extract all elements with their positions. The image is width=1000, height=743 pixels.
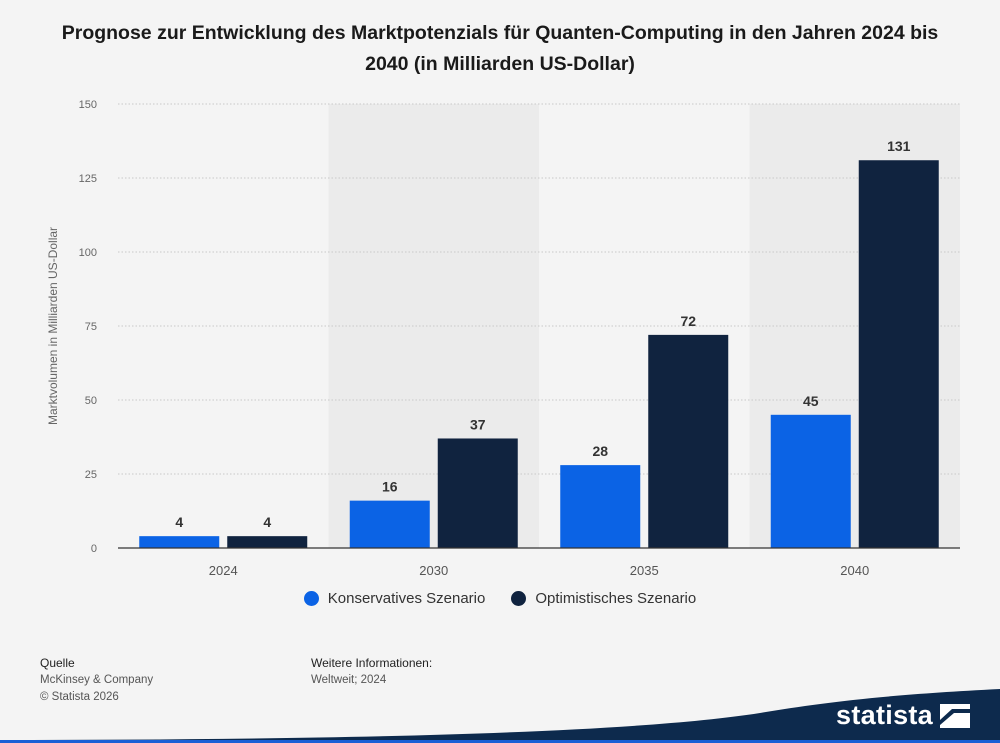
data-label: 45 [803, 393, 819, 409]
bar-konservativ [770, 414, 851, 548]
legend-item-optimistisch[interactable]: Optimistisches Szenario [511, 590, 696, 607]
source-block: Quelle McKinsey & Company © Statista 202… [40, 655, 153, 706]
y-tick-label: 50 [85, 395, 97, 407]
data-label: 72 [680, 313, 696, 329]
data-label: 16 [382, 479, 398, 495]
copyright-text: © Statista 2026 [40, 691, 119, 703]
x-tick-label: 2035 [630, 563, 659, 578]
statista-logo-icon [940, 703, 970, 728]
y-axis-title: Marktvolumen in Milliarden US-Dollar [46, 227, 60, 425]
y-tick-label: 25 [85, 469, 97, 481]
y-tick-label: 150 [79, 99, 97, 111]
info-block: Weitere Informationen: Weltweit; 2024 [311, 655, 432, 689]
data-label: 37 [470, 416, 486, 432]
legend-label-konservativ: Konservatives Szenario [327, 590, 486, 607]
y-tick-label: 75 [85, 321, 97, 333]
logo-text: statista [836, 700, 933, 730]
data-label: 28 [592, 443, 608, 459]
data-label: 131 [887, 138, 911, 154]
legend-marker-konservativ [303, 591, 319, 606]
bottom-accent-line [0, 740, 1000, 743]
bar-optimistisch [437, 438, 518, 548]
legend-marker-optimistisch [511, 591, 527, 606]
bar-optimistisch [648, 334, 729, 548]
x-tick-label: 2040 [840, 563, 869, 578]
source-link[interactable]: McKinsey & Company [40, 674, 154, 686]
x-tick-label: 2024 [209, 563, 238, 578]
x-tick-label: 2030 [419, 563, 448, 578]
bar-chart: 0 25 50 75 100 125 150 Marktvolumen in Milliard… [46, 99, 960, 578]
y-tick-label: 100 [79, 247, 97, 259]
info-text: Weltweit; 2024 [311, 674, 387, 686]
legend-label-optimistisch: Optimistisches Szenario [535, 590, 697, 607]
data-label: 4 [175, 514, 183, 530]
statista-logo[interactable]: statista [836, 700, 970, 731]
bar-optimistisch [227, 536, 308, 548]
bar-konservativ [560, 465, 641, 548]
legend: Konservatives Szenario Optimistisches Sz… [0, 590, 1000, 607]
chart-title: Prognose zur Entwicklung des Marktpotenz… [61, 22, 939, 75]
bar-konservativ [349, 500, 430, 548]
source-heading: Quelle [40, 656, 75, 670]
y-tick-label: 0 [91, 543, 97, 555]
y-tick-label: 125 [79, 173, 97, 185]
bar-optimistisch [858, 160, 939, 549]
legend-item-konservativ[interactable]: Konservatives Szenario [303, 590, 486, 607]
data-label: 4 [263, 514, 271, 530]
bar-konservativ [139, 536, 220, 548]
info-heading: Weitere Informationen: [311, 656, 433, 670]
